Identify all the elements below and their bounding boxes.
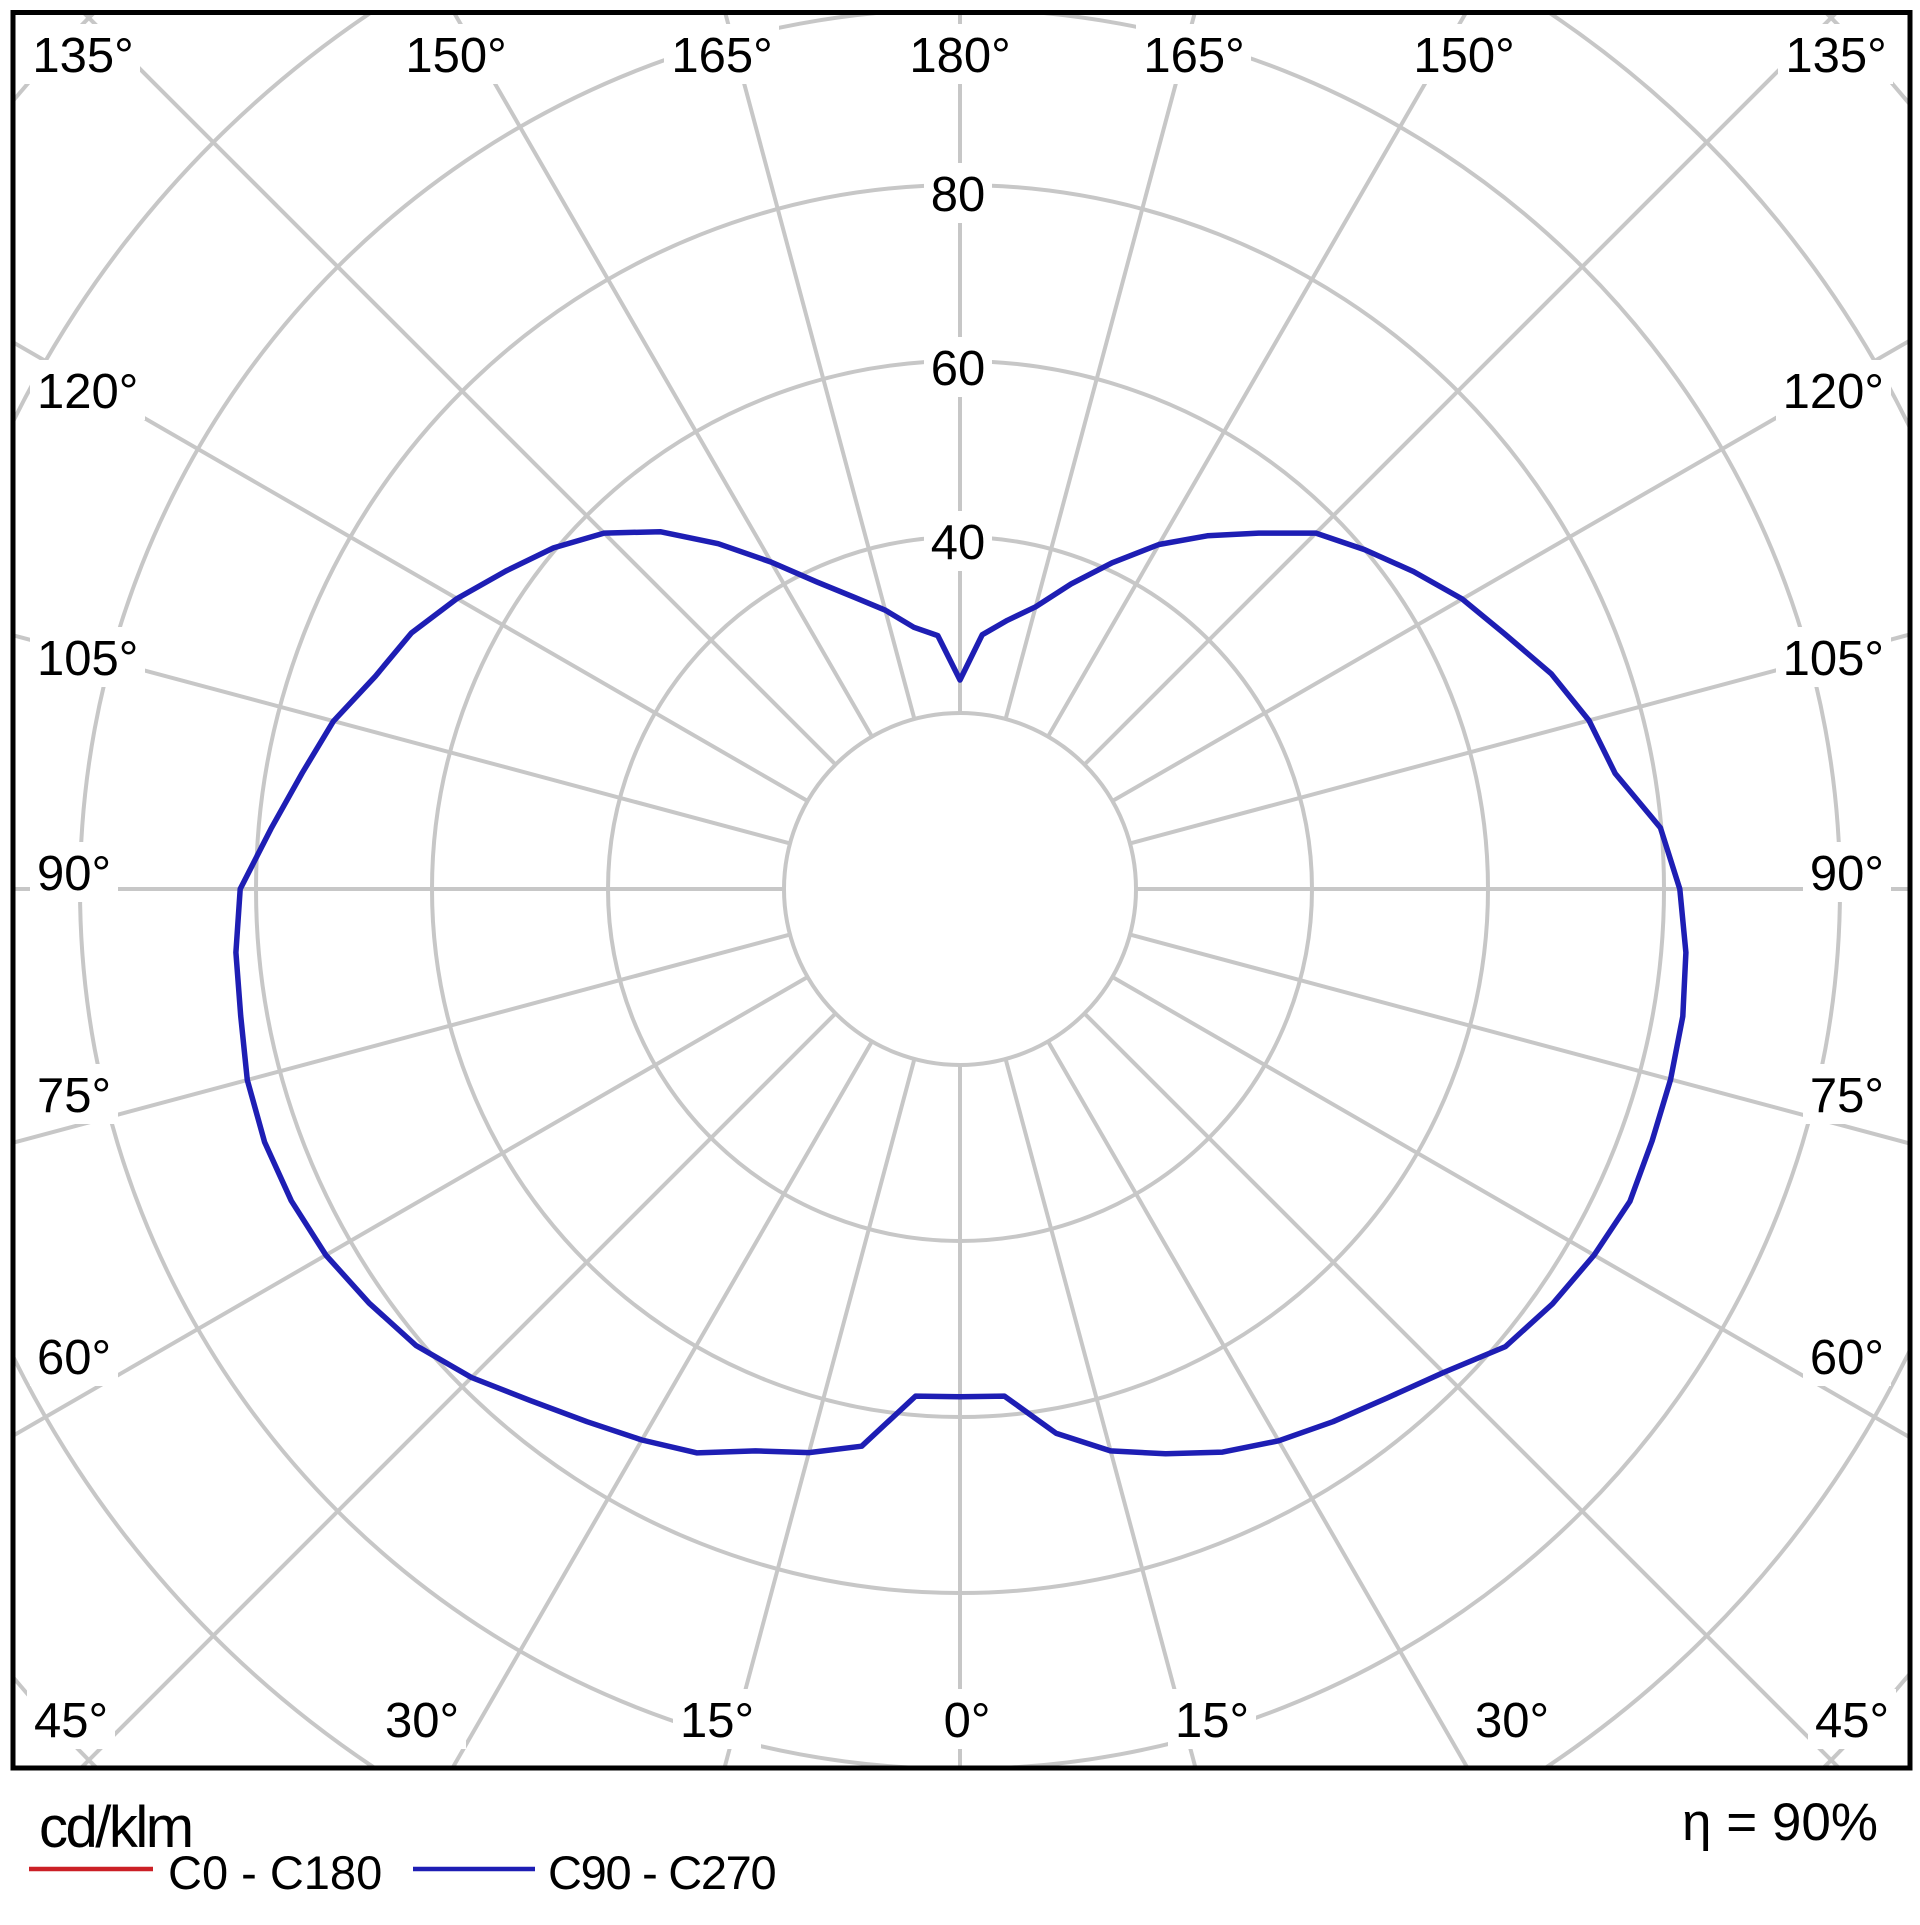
svg-text:60: 60 — [931, 342, 986, 396]
svg-text:180°: 180° — [909, 29, 1010, 83]
svg-text:120°: 120° — [1783, 365, 1884, 419]
svg-text:45°: 45° — [1815, 1694, 1889, 1748]
svg-text:30°: 30° — [385, 1694, 459, 1748]
svg-text:105°: 105° — [37, 632, 138, 686]
svg-text:165°: 165° — [1143, 29, 1244, 83]
svg-text:120°: 120° — [37, 365, 138, 419]
svg-text:150°: 150° — [1413, 29, 1514, 83]
svg-text:30°: 30° — [1475, 1694, 1549, 1748]
svg-text:150°: 150° — [405, 29, 506, 83]
svg-text:105°: 105° — [1783, 632, 1884, 686]
svg-text:135°: 135° — [32, 29, 133, 83]
svg-text:90°: 90° — [1810, 847, 1884, 901]
svg-text:60°: 60° — [37, 1331, 111, 1385]
svg-text:80: 80 — [931, 168, 986, 222]
svg-text:135°: 135° — [1785, 29, 1886, 83]
svg-text:75°: 75° — [1810, 1069, 1884, 1123]
svg-text:η = 90%: η = 90% — [1682, 1793, 1878, 1852]
svg-text:15°: 15° — [1175, 1694, 1249, 1748]
svg-text:165°: 165° — [671, 29, 772, 83]
svg-text:C0 - C180: C0 - C180 — [168, 1846, 382, 1899]
svg-text:15°: 15° — [680, 1694, 754, 1748]
svg-text:60°: 60° — [1810, 1331, 1884, 1385]
svg-text:0°: 0° — [944, 1694, 991, 1748]
svg-text:75°: 75° — [37, 1069, 111, 1123]
svg-text:45°: 45° — [34, 1694, 108, 1748]
svg-text:40: 40 — [931, 516, 986, 570]
svg-text:C90 - C270: C90 - C270 — [548, 1846, 776, 1899]
svg-text:90°: 90° — [37, 847, 111, 901]
